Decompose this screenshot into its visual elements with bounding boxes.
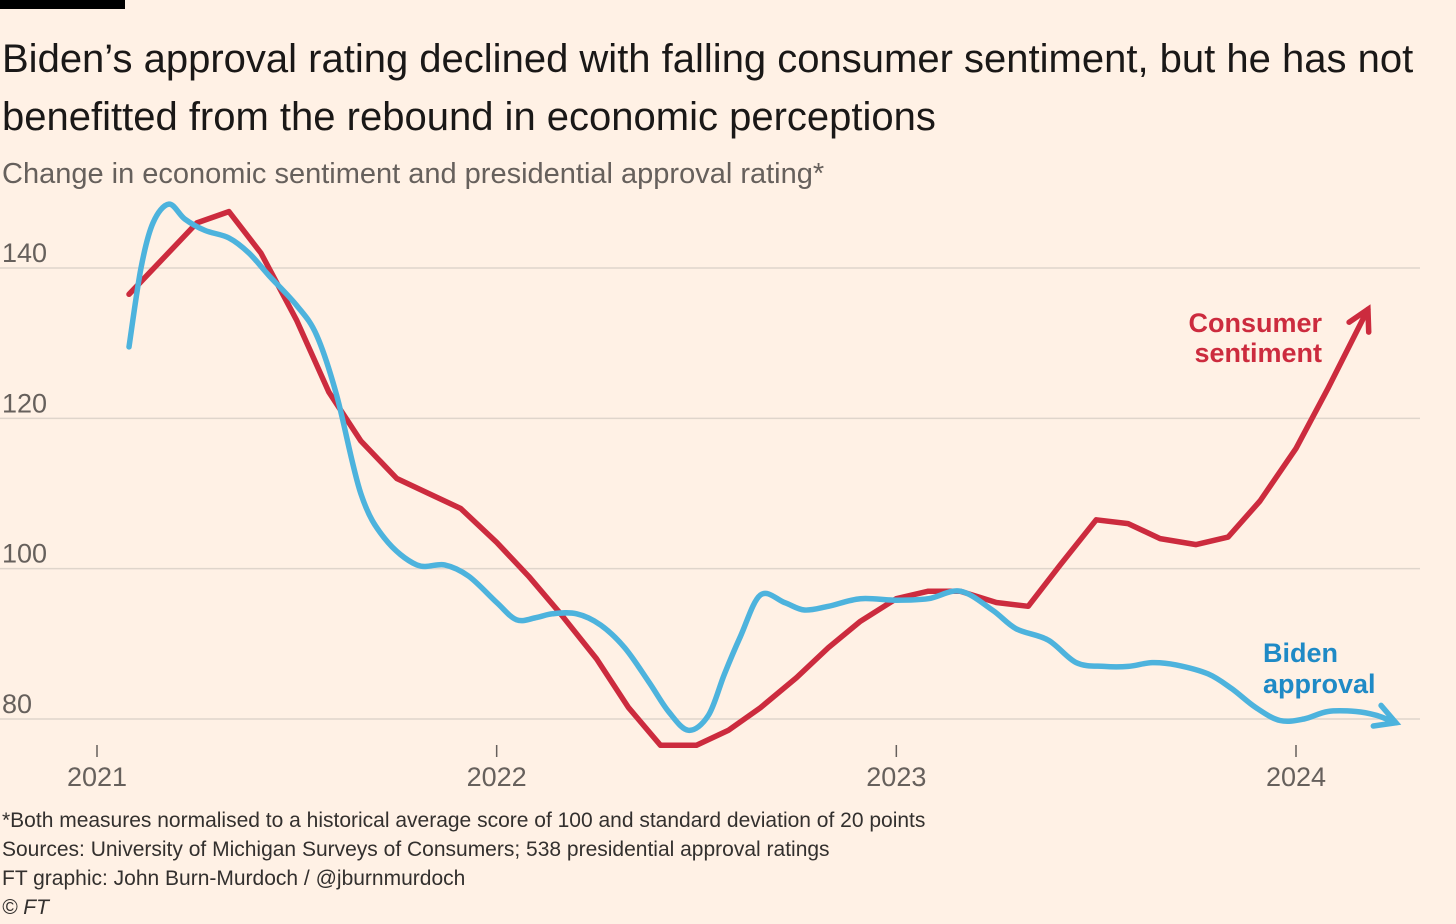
consumer-label-line: sentiment [1194,338,1322,368]
x-axis-ticks: 2021 2022 2023 2024 [67,745,1326,792]
consumer-sentiment-line [126,208,1371,749]
chart-subtitle: Change in economic sentiment and preside… [2,158,825,190]
series-labels: Consumer sentiment Biden approval [1188,308,1375,699]
y-tick-label-120: 120 [2,388,47,418]
x-tick-label-2024: 2024 [1266,762,1326,792]
y-tick-label-80: 80 [2,689,32,719]
consumer-sentiment-arrowhead [1346,304,1372,335]
biden-approval-arrowhead [1370,702,1402,729]
footnote-note: *Both measures normalised to a historica… [2,809,926,832]
biden-approval-label: Biden approval [1263,638,1376,699]
ft-top-rule [0,0,125,9]
x-tick-label-2022: 2022 [467,762,527,792]
x-tick-label-2021: 2021 [67,762,127,792]
biden-label-line: approval [1263,669,1376,699]
footnotes: *Both measures normalised to a historica… [2,806,925,922]
y-axis-ticks: 80 100 120 140 [2,238,47,719]
gridlines [0,267,1420,720]
consumer-sentiment-label: Consumer sentiment [1188,308,1322,368]
biden-label-line: Biden [1263,638,1338,668]
biden-approval-line [126,201,1399,734]
chart-title: Biden’s approval rating declined with fa… [2,37,1414,139]
consumer-label-line: Consumer [1188,308,1322,338]
footnote-credit: FT graphic: John Burn-Murdoch / @jburnmu… [2,867,466,890]
y-tick-label-140: 140 [2,238,47,268]
series-lines [126,201,1402,749]
x-tick-label-2023: 2023 [866,762,926,792]
footnote-copyright: © FT [2,896,49,919]
footnote-sources: Sources: University of Michigan Surveys … [2,838,830,861]
y-tick-label-100: 100 [2,539,47,569]
